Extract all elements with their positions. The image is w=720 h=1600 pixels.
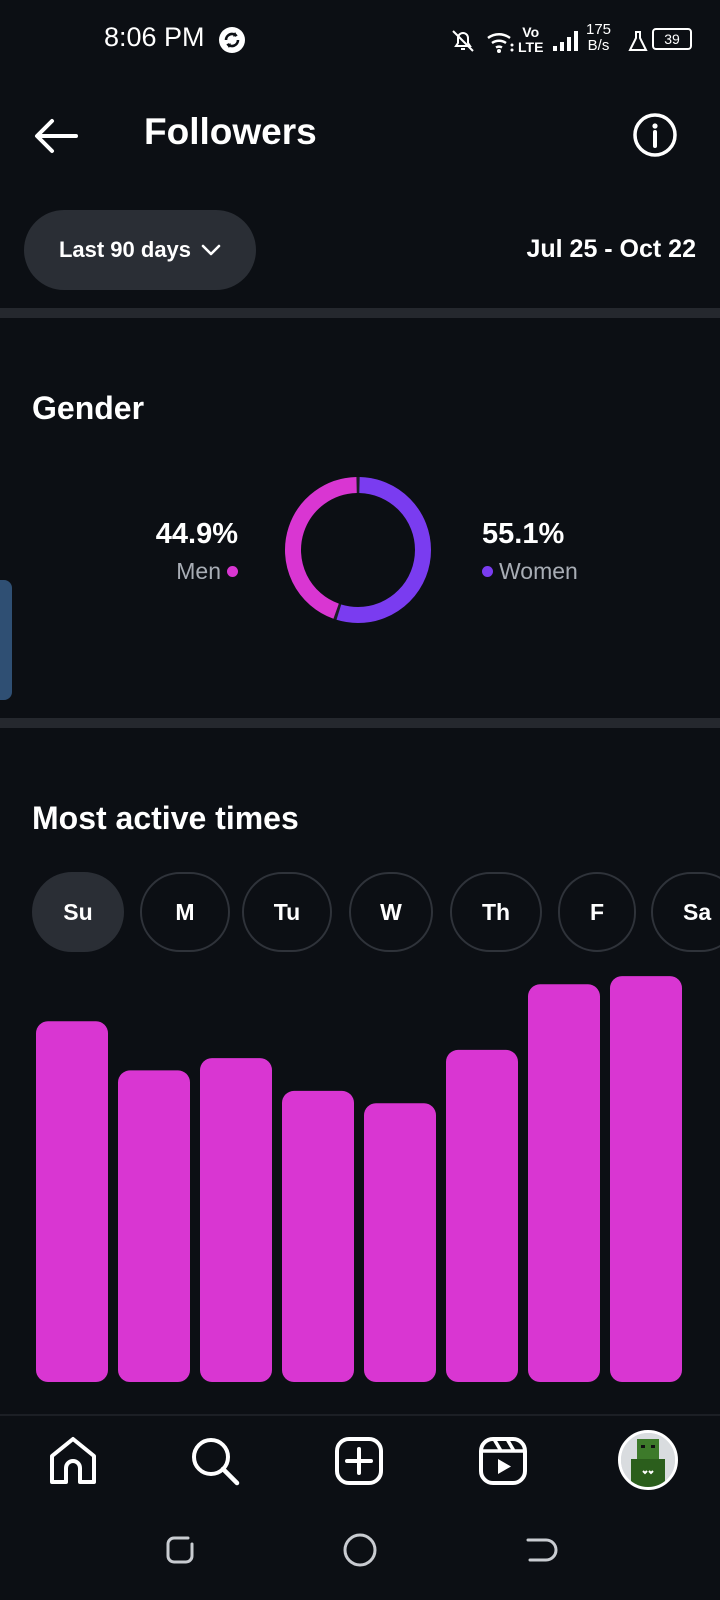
recents-icon[interactable] xyxy=(160,1530,200,1570)
activity-bar-2[interactable] xyxy=(118,1070,190,1382)
women-legend: Women xyxy=(482,558,578,585)
women-dot xyxy=(482,566,493,577)
activity-bar-8[interactable] xyxy=(610,976,682,1382)
lab-flask-icon xyxy=(628,31,648,51)
activity-bar-6[interactable] xyxy=(446,1049,518,1382)
day-tab-sa[interactable]: Sa xyxy=(651,872,720,952)
home-circle-icon[interactable] xyxy=(340,1530,380,1570)
back-arrow-icon[interactable] xyxy=(32,116,80,156)
donut-men-segment xyxy=(285,477,431,623)
status-time: 8:06 PM xyxy=(104,22,205,52)
men-label: Men xyxy=(176,558,221,584)
day-tab-m[interactable]: M xyxy=(140,872,230,952)
day-tab-w[interactable]: W xyxy=(349,872,433,952)
men-percentage: 44.9% xyxy=(155,518,238,550)
mute-bell-icon xyxy=(452,30,474,52)
men-legend: Men xyxy=(150,558,238,585)
net-speed: 175 B/s xyxy=(586,21,612,54)
women-label: Women xyxy=(499,558,578,584)
day-tab-th[interactable]: Th xyxy=(450,872,542,952)
activity-bar-3[interactable] xyxy=(200,1058,272,1382)
date-range-dropdown[interactable]: Last 90 days xyxy=(24,210,256,290)
info-icon[interactable] xyxy=(632,112,678,158)
date-range-dropdown-label: Last 90 days xyxy=(58,237,192,262)
search-icon[interactable] xyxy=(188,1434,242,1488)
activity-bar-7[interactable] xyxy=(528,984,600,1382)
women-percentage: 55.1% xyxy=(482,518,565,550)
bottom-nav-divider xyxy=(0,1414,720,1416)
activity-bar-4[interactable] xyxy=(282,1090,354,1382)
signal-icon xyxy=(553,31,578,51)
sync-icon xyxy=(219,27,245,53)
avatar-image xyxy=(621,1433,675,1487)
day-tab-su[interactable]: Su xyxy=(32,872,124,952)
donut-women-segment xyxy=(285,477,431,623)
side-edge-tab[interactable] xyxy=(0,580,12,700)
page-title: Followers xyxy=(144,111,317,152)
day-tab-f[interactable]: F xyxy=(558,872,636,952)
wifi-icon xyxy=(487,33,514,53)
volte-indicator: Vo LTE xyxy=(518,24,544,55)
back-nav-icon[interactable] xyxy=(520,1530,560,1570)
active-times-bar-chart xyxy=(36,976,682,1382)
activity-bar-5[interactable] xyxy=(364,1103,436,1382)
battery-indicator: 39 xyxy=(652,28,692,50)
activity-bar-1[interactable] xyxy=(36,1021,108,1382)
section-divider xyxy=(0,308,720,318)
home-icon[interactable] xyxy=(46,1434,100,1488)
reels-icon[interactable] xyxy=(476,1434,530,1488)
most-active-times-title: Most active times xyxy=(32,800,299,836)
create-icon[interactable] xyxy=(332,1434,386,1488)
gender-donut-chart xyxy=(285,477,431,623)
section-divider xyxy=(0,718,720,728)
chevron-down-icon xyxy=(201,244,221,256)
men-dot xyxy=(227,566,238,577)
profile-avatar[interactable] xyxy=(618,1430,678,1490)
gender-title: Gender xyxy=(32,390,145,426)
date-range-text: Jul 25 - Oct 22 xyxy=(526,235,696,263)
day-tab-tu[interactable]: Tu xyxy=(242,872,332,952)
